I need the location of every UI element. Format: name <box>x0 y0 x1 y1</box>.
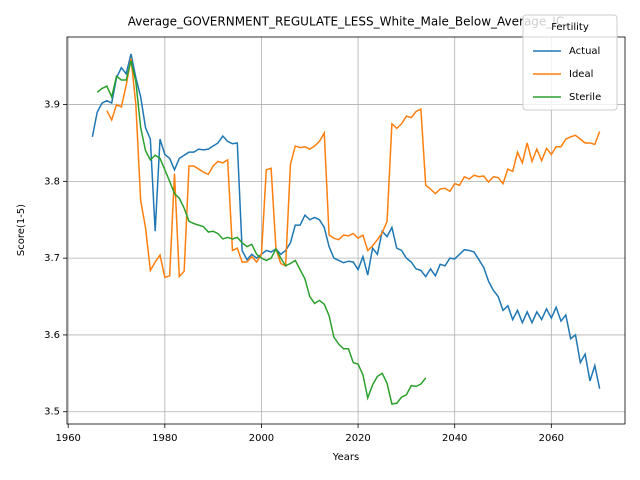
legend-title: Fertility <box>551 22 589 33</box>
y-axis-label: Score(1-5) <box>16 204 27 256</box>
y-tick-label: 3.8 <box>44 176 60 187</box>
plot-frame <box>66 36 626 425</box>
x-tick-label: 1960 <box>55 433 80 444</box>
x-axis-label: Years <box>332 452 359 463</box>
series-line <box>96 60 427 405</box>
x-tick-label: 2040 <box>442 433 467 444</box>
y-tick-label: 3.5 <box>44 407 60 418</box>
legend-label: Sterile <box>569 92 601 103</box>
chart-title: Average_GOVERNMENT_REGULATE_LESS_White_M… <box>128 15 564 29</box>
y-tick-label: 3.9 <box>44 100 60 111</box>
legend-box <box>522 14 618 111</box>
legend-label: Actual <box>569 46 600 57</box>
x-tick-label: 2060 <box>539 433 564 444</box>
x-tick-label: 2000 <box>249 433 274 444</box>
x-tick-label: 2020 <box>345 433 370 444</box>
x-tick-label: 1980 <box>152 433 177 444</box>
series-line <box>106 58 601 279</box>
y-tick-label: 3.6 <box>44 330 60 341</box>
y-tick-label: 3.7 <box>44 253 60 264</box>
series-line <box>91 53 601 389</box>
legend-label: Ideal <box>569 69 593 80</box>
